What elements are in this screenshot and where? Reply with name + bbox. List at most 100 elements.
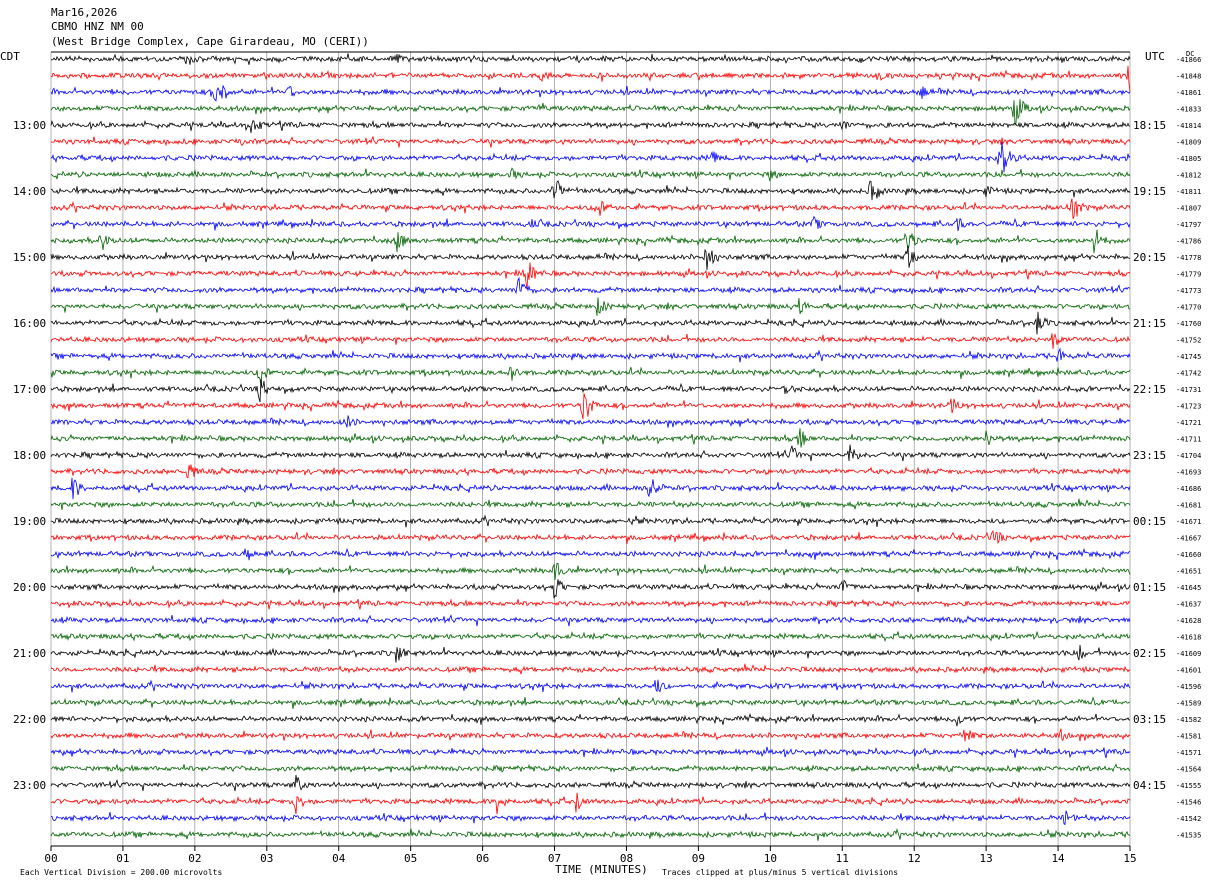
trace-row-26	[50, 477, 1131, 500]
dc-offset-label: -41721	[1176, 419, 1201, 427]
x-tick-labels: 00 01 02 03 04 05 06 07 08 09 10 11 12 13 14 15	[44, 846, 1137, 865]
dc-offset-label: -41535	[1176, 832, 1201, 840]
left-time-label: 17:00	[13, 383, 46, 396]
dc-offset-label: -41660	[1176, 551, 1201, 559]
trace-row-30	[50, 547, 1131, 561]
dc-offset-label: -41686	[1176, 485, 1201, 493]
dc-offset-label: -41814	[1176, 122, 1201, 130]
left-time-label: 16:00	[13, 317, 46, 330]
trace-row-9	[50, 198, 1131, 219]
trace-row-3	[50, 99, 1131, 127]
clip-note: Traces clipped at plus/minus 5 vertical …	[662, 868, 898, 877]
dc-offset-label: -41812	[1176, 172, 1201, 180]
trace-row-21	[50, 393, 1131, 420]
trace-row-10	[50, 215, 1131, 232]
trace-row-24	[50, 444, 1131, 462]
left-time-labels: 13:00 14:00 15:00 16:00 17:00 18:00 19:00 20:00…	[13, 119, 46, 792]
dc-offset-label: -41651	[1176, 568, 1201, 576]
dc-offset-label: -41667	[1176, 535, 1201, 543]
trace-row-35	[50, 630, 1131, 643]
header-location: (West Bridge Complex, Cape Girardeau, MO…	[51, 35, 369, 48]
dc-offset-label: -41546	[1176, 799, 1201, 807]
trace-row-42	[50, 746, 1131, 759]
trace-row-34	[50, 614, 1131, 627]
left-time-label: 14:00	[13, 185, 46, 198]
left-time-label: 18:00	[13, 449, 46, 462]
right-time-label: 22:15	[1133, 383, 1166, 396]
dc-offset-label: -41809	[1176, 139, 1201, 147]
minute-gridlines	[50, 52, 1131, 846]
right-time-label: 20:15	[1133, 251, 1166, 264]
right-time-label: 01:15	[1133, 581, 1166, 594]
x-tick-label: 00	[44, 852, 57, 865]
dc-offset-label: -41811	[1176, 188, 1201, 196]
trace-row-32	[50, 579, 1131, 599]
trace-row-11	[50, 229, 1131, 254]
dc-offset-label: -41745	[1176, 353, 1201, 361]
right-time-label: 19:15	[1133, 185, 1166, 198]
trace-row-43	[50, 763, 1131, 774]
dc-offset-label: -41589	[1176, 700, 1201, 708]
x-tick-label: 09	[692, 852, 705, 865]
dc-offset-label: -41779	[1176, 271, 1201, 279]
dc-offset-label: -41601	[1176, 667, 1201, 675]
x-tick-label: 14	[1051, 852, 1065, 865]
trace-row-17	[50, 332, 1131, 350]
dc-offset-label: -41752	[1176, 337, 1201, 345]
left-time-label: 20:00	[13, 581, 46, 594]
trace-row-25	[50, 464, 1131, 479]
trace-row-38	[50, 679, 1131, 693]
trace-row-20	[50, 379, 1131, 403]
x-axis-title: TIME (MINUTES)	[555, 863, 648, 876]
trace-row-27	[50, 498, 1131, 510]
trace-row-18	[50, 347, 1131, 363]
dc-offset-label: -41807	[1176, 205, 1201, 213]
left-time-label: 15:00	[13, 251, 46, 264]
dc-offset-label: -41542	[1176, 815, 1201, 823]
left-time-label: 13:00	[13, 119, 46, 132]
left-time-label: 19:00	[13, 515, 46, 528]
dc-offset-label: -41723	[1176, 403, 1201, 411]
right-time-label: 21:15	[1133, 317, 1166, 330]
dc-offset-label: -41581	[1176, 733, 1201, 741]
trace-row-47	[50, 827, 1131, 841]
trace-row-33	[50, 598, 1131, 610]
x-tick-label: 12	[908, 852, 921, 865]
trace-row-23	[50, 428, 1131, 448]
dc-offset-label: -41778	[1176, 254, 1201, 262]
dc-offset-label: -41564	[1176, 766, 1201, 774]
dc-offset-label: -41618	[1176, 634, 1201, 642]
trace-row-6	[50, 142, 1131, 173]
trace-row-13	[50, 262, 1131, 290]
dc-offset-label: -41555	[1176, 782, 1201, 790]
trace-row-40	[50, 712, 1131, 727]
x-tick-label: 06	[476, 852, 489, 865]
trace-row-14	[50, 276, 1131, 295]
right-time-labels: 18:15 19:15 20:15 21:15 22:15 23:15 00:15 01:15…	[1133, 119, 1166, 792]
dc-offset-label: -41609	[1176, 650, 1201, 658]
right-time-label: 04:15	[1133, 779, 1166, 792]
right-time-label: 23:15	[1133, 449, 1166, 462]
trace-row-4	[50, 119, 1131, 134]
dc-offset-label: -41711	[1176, 436, 1201, 444]
trace-row-28	[50, 514, 1131, 528]
x-tick-label: 11	[836, 852, 849, 865]
x-tick-label: 13	[980, 852, 993, 865]
trace-row-2	[50, 85, 1131, 102]
trace-row-45	[50, 792, 1131, 815]
scale-note: Each Vertical Division = 200.00 microvol…	[20, 868, 222, 877]
dc-offset-label: -41797	[1176, 221, 1201, 229]
trace-row-16	[50, 311, 1131, 335]
left-zone-label: CDT	[0, 50, 20, 63]
x-tick-label: 10	[764, 852, 777, 865]
trace-row-37	[50, 663, 1131, 675]
left-time-label: 21:00	[13, 647, 46, 660]
header-station: CBMO HNZ NM 00	[51, 20, 144, 33]
trace-rows	[50, 53, 1131, 841]
left-time-label: 23:00	[13, 779, 46, 792]
dc-offset-label: -41681	[1176, 502, 1201, 510]
dc-offset-label: -41861	[1176, 89, 1201, 97]
x-tick-label: 15	[1123, 852, 1136, 865]
dc-offset-label: -41731	[1176, 386, 1201, 394]
x-tick-label: 03	[260, 852, 273, 865]
